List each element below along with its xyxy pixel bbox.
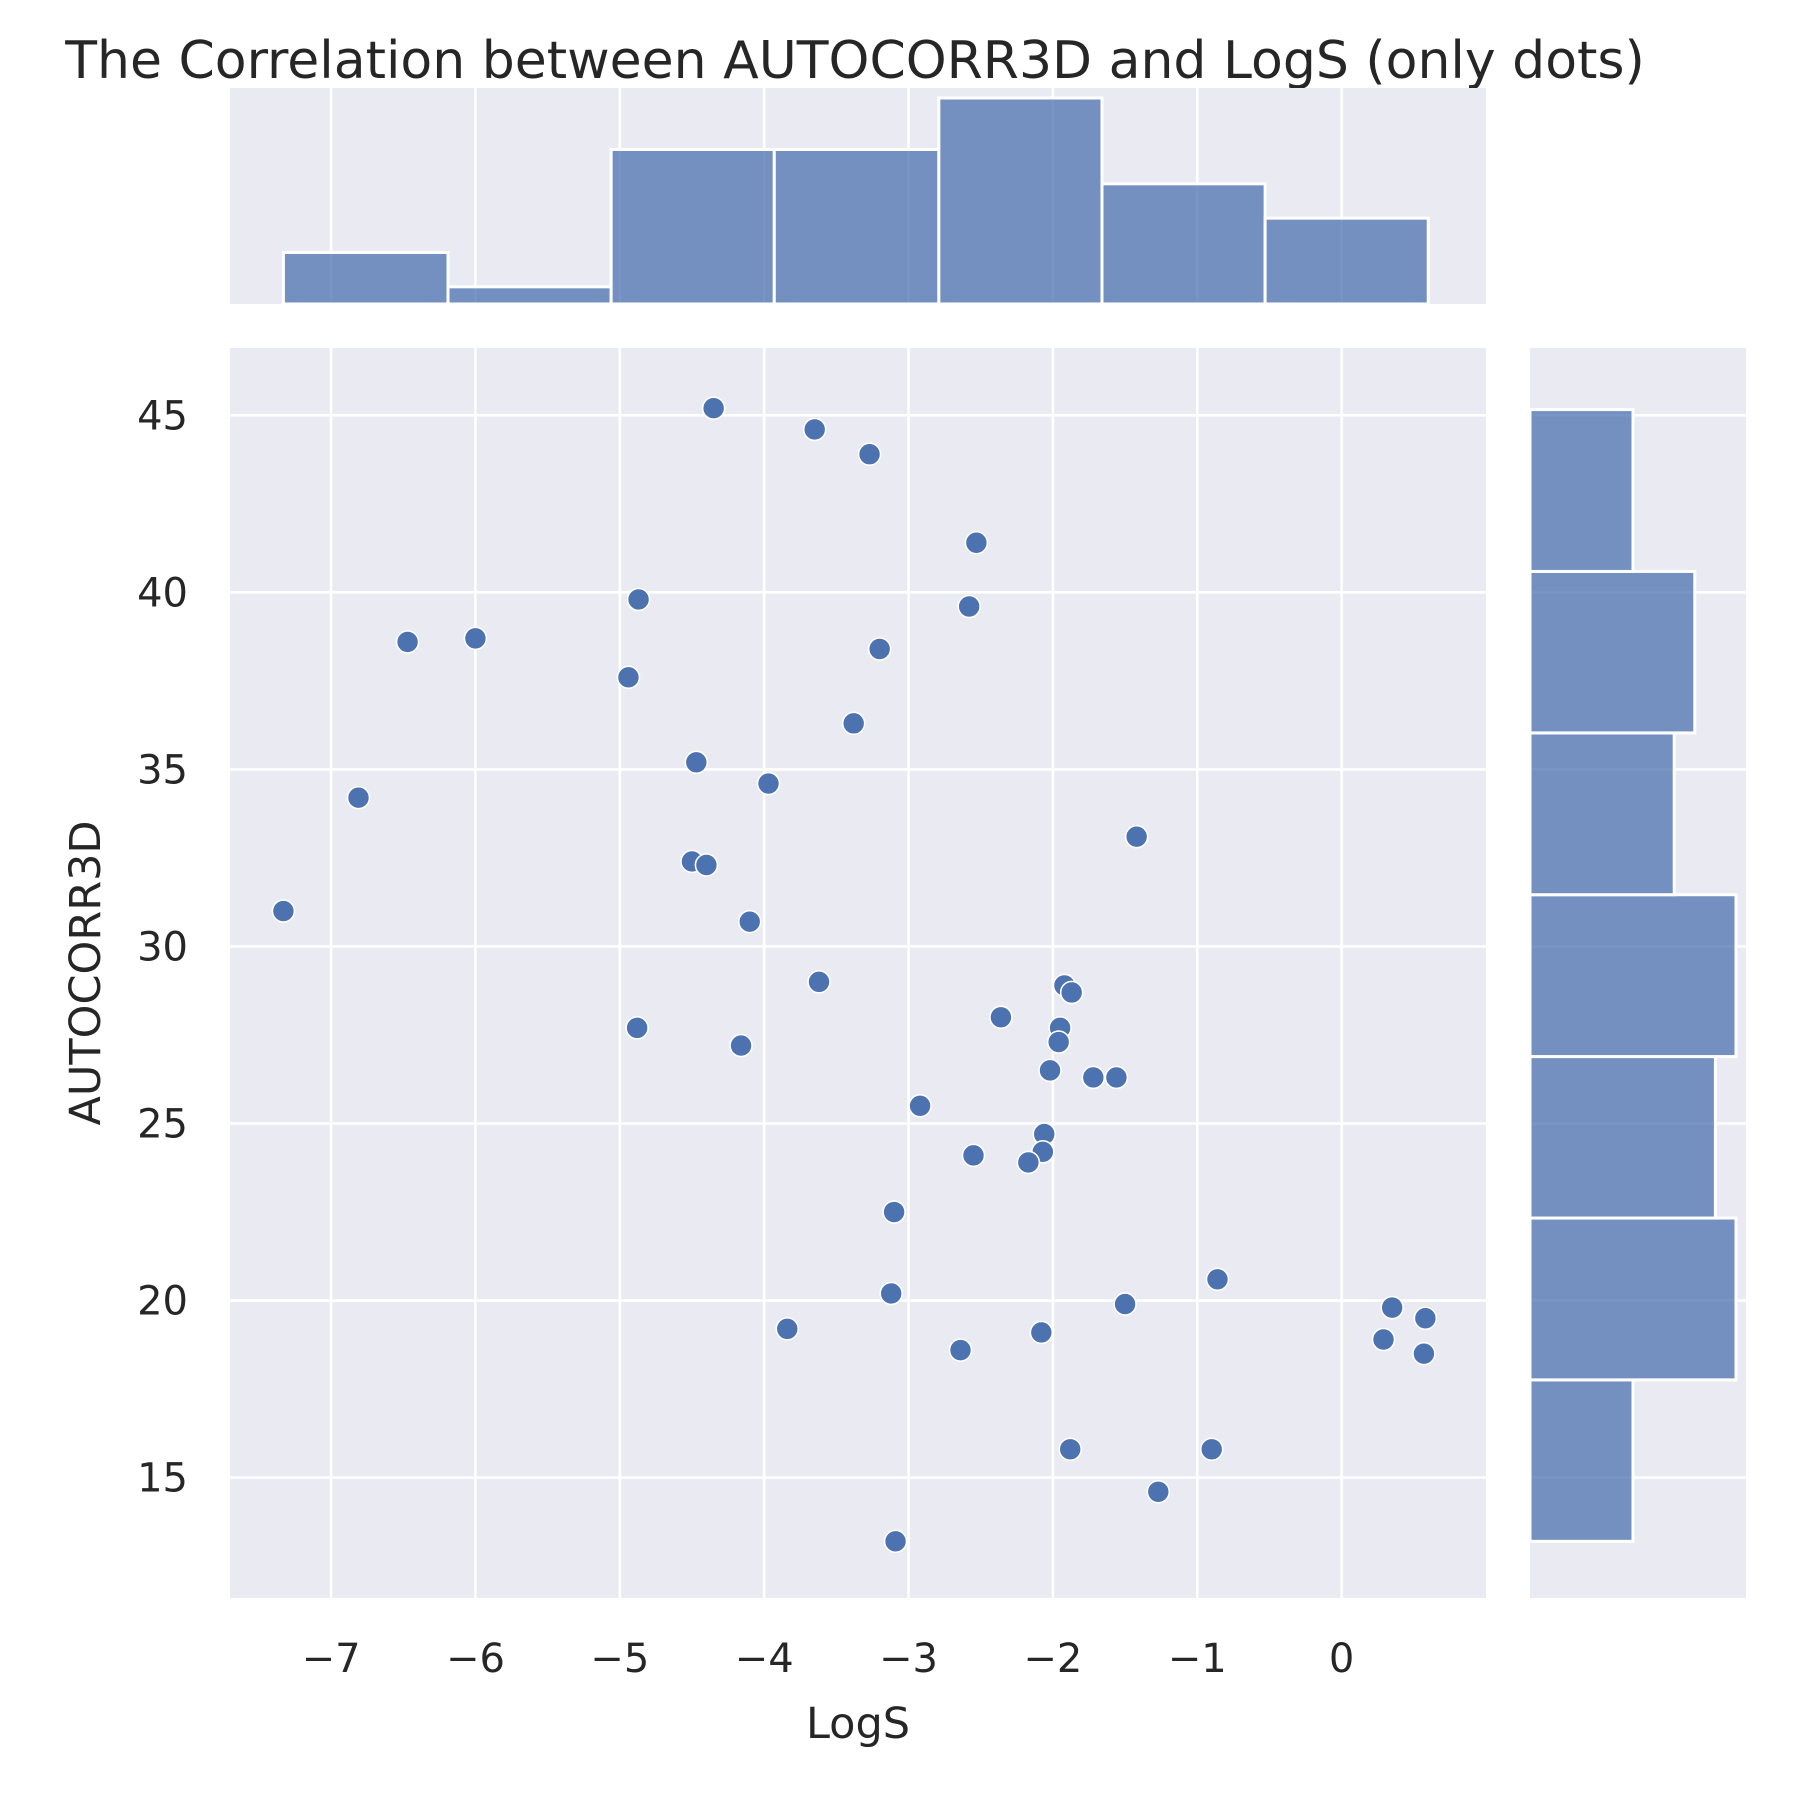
top-marginal-panel (230, 88, 1486, 306)
top-marginal-histogram (281, 96, 1430, 306)
top-histogram-bar (1263, 216, 1430, 306)
top-histogram-bar (609, 148, 776, 306)
scatter-point (694, 853, 719, 877)
scatter-gridlines (230, 348, 1486, 1598)
scatter-point (1380, 1295, 1404, 1320)
y-tick-label: 45 (137, 393, 188, 439)
top-histogram-bar (446, 285, 613, 306)
scatter-panel (230, 348, 1486, 1598)
x-tick-label: −3 (879, 1636, 938, 1682)
right-histogram-bar (1528, 1055, 1717, 1220)
scatter-point (882, 1200, 906, 1224)
x-tick-label: −5 (590, 1636, 649, 1682)
scatter-point (948, 1338, 973, 1362)
scatter-point (1199, 1437, 1224, 1462)
scatter-point (729, 1033, 753, 1058)
x-tick-label: −2 (1023, 1636, 1082, 1682)
scatter-point (1412, 1341, 1436, 1366)
scatter-point (1413, 1306, 1438, 1331)
scatter-point (841, 711, 866, 736)
scatter-point (1038, 1058, 1062, 1083)
scatter-point (1371, 1327, 1396, 1352)
scatter-point (775, 1317, 800, 1341)
x-tick-label: −4 (735, 1636, 794, 1682)
scatter-point (1124, 824, 1149, 849)
scatter-plot-background (230, 348, 1486, 1598)
scatter-point (1059, 980, 1084, 1005)
right-marginal-panel (1528, 348, 1746, 1598)
scatter-point (271, 899, 296, 923)
x-tick-label: −6 (446, 1636, 505, 1682)
scatter-point (989, 1005, 1013, 1030)
y-tick-label: 40 (137, 570, 188, 616)
scatter-point (807, 970, 831, 994)
scatter-point (1113, 1292, 1137, 1316)
scatter-point (1205, 1267, 1230, 1292)
scatter-point (625, 1016, 649, 1040)
scatter-point (957, 594, 981, 619)
scatter-point (1046, 1030, 1071, 1054)
scatter-point (1058, 1437, 1083, 1462)
scatter-point (908, 1093, 932, 1118)
y-tick-label: 25 (137, 1101, 188, 1147)
right-histogram-bar (1528, 408, 1635, 573)
scatter-point (961, 1143, 986, 1168)
scatter-point (616, 665, 641, 690)
scatter-point (964, 530, 989, 555)
scatter-point (756, 771, 781, 796)
scatter-point (1146, 1479, 1171, 1504)
y-tick-label: 15 (137, 1456, 188, 1502)
y-axis-label: AUTOCORR3D (61, 820, 111, 1125)
scatter-point (879, 1281, 904, 1306)
scatter-point (867, 637, 892, 661)
top-histogram-bar (281, 251, 450, 306)
top-histogram-bar (937, 96, 1104, 306)
scatter-point (463, 626, 488, 651)
right-histogram-bar (1528, 1216, 1738, 1382)
scatter-point (857, 442, 882, 467)
y-tick-label: 20 (137, 1279, 188, 1325)
top-histogram-bar (772, 148, 941, 306)
scatter-point (701, 396, 726, 420)
scatter-point (802, 417, 827, 442)
scatter-point (395, 630, 420, 654)
chart-title: The Correlation between AUTOCORR3D and L… (64, 31, 1645, 91)
x-axis-label: LogS (806, 1699, 910, 1749)
scatter-point (737, 909, 762, 934)
right-marginal-histogram (1528, 408, 1738, 1543)
x-tick-label: −1 (1168, 1636, 1227, 1682)
scatter-point (1029, 1320, 1054, 1345)
y-axis-ticks: 15 20 25 30 35 40 45 (137, 393, 188, 1501)
y-tick-label: 35 (137, 747, 188, 793)
x-axis-ticks: −7 −6 −5 −4 −3 −2 −1 0 (302, 1636, 1355, 1682)
x-tick-label: −7 (302, 1636, 361, 1682)
scatter-point (1104, 1065, 1129, 1090)
right-histogram-bar (1528, 569, 1697, 735)
scatter-point (883, 1529, 908, 1554)
right-histogram-bar (1528, 893, 1738, 1059)
scatter-point (346, 785, 371, 810)
scatter-point (684, 750, 709, 775)
scatter-point (1016, 1150, 1041, 1175)
top-histogram-bar (1100, 182, 1267, 306)
y-tick-label: 30 (137, 924, 188, 970)
x-tick-label: 0 (1329, 1636, 1354, 1682)
right-histogram-bar (1528, 1378, 1635, 1543)
scatter-point (626, 587, 651, 612)
right-histogram-bar (1528, 731, 1676, 897)
scatter-point (1081, 1065, 1106, 1090)
scatter-points (271, 396, 1438, 1554)
